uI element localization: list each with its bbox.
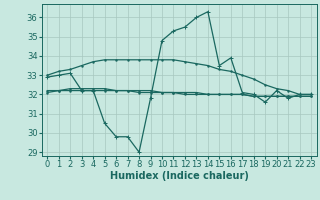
X-axis label: Humidex (Indice chaleur): Humidex (Indice chaleur) xyxy=(110,171,249,181)
